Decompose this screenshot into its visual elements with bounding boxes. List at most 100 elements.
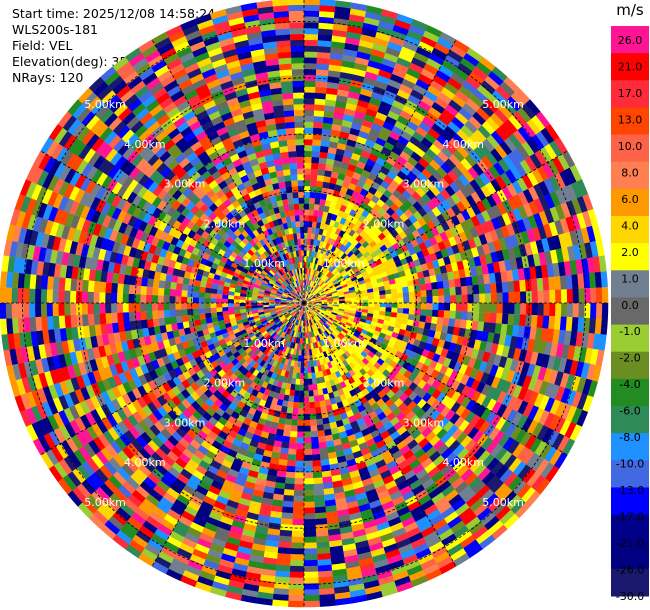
ppi-cell bbox=[475, 330, 484, 341]
ppi-cell bbox=[310, 238, 315, 246]
ppi-cell bbox=[325, 290, 332, 295]
ppi-cell bbox=[317, 39, 332, 48]
ppi-cell bbox=[304, 139, 313, 146]
ppi-cell bbox=[402, 145, 415, 157]
ppi-cell bbox=[505, 223, 516, 237]
ppi-cell bbox=[484, 283, 492, 294]
ppi-cell bbox=[324, 99, 337, 107]
ppi-cell bbox=[530, 314, 538, 328]
ppi-cell bbox=[340, 252, 348, 260]
ppi-cell bbox=[511, 180, 524, 195]
ppi-cell bbox=[334, 271, 341, 278]
ppi-cell bbox=[111, 282, 118, 294]
ppi-cell bbox=[340, 185, 349, 194]
ppi-cell bbox=[401, 189, 412, 200]
ppi-cell bbox=[407, 260, 416, 269]
ppi-cell bbox=[437, 150, 449, 163]
ppi-cell bbox=[310, 288, 315, 294]
ppi-cell bbox=[394, 62, 409, 74]
ppi-cell bbox=[318, 28, 333, 36]
ppi-cell bbox=[495, 344, 505, 357]
ppi-cell bbox=[282, 500, 294, 508]
ppi-cell bbox=[349, 310, 357, 315]
ppi-cell bbox=[385, 155, 397, 166]
ppi-cell bbox=[304, 215, 309, 222]
ppi-cell bbox=[327, 282, 334, 288]
ppi-cell bbox=[422, 213, 432, 224]
ppi-cell bbox=[444, 104, 459, 117]
ppi-cell bbox=[524, 156, 538, 172]
ppi-cell bbox=[409, 297, 416, 304]
ppi-cell bbox=[303, 425, 311, 432]
ppi-cell bbox=[475, 212, 486, 225]
ppi-cell bbox=[339, 300, 346, 304]
ppi-cell bbox=[336, 241, 343, 250]
ppi-cell bbox=[292, 407, 299, 415]
ppi-cell bbox=[421, 223, 431, 233]
ppi-cell bbox=[335, 100, 347, 109]
ppi-cell bbox=[490, 292, 498, 304]
ppi-cell bbox=[329, 219, 336, 227]
ppi-cell bbox=[318, 259, 324, 266]
ppi-cell bbox=[440, 188, 451, 200]
ppi-cell bbox=[438, 303, 445, 311]
ppi-cell bbox=[342, 239, 349, 247]
ppi-cell bbox=[571, 181, 583, 199]
ppi-cell bbox=[311, 250, 316, 258]
ppi-cell bbox=[320, 308, 327, 312]
ppi-cell bbox=[353, 281, 360, 287]
ppi-cell bbox=[558, 357, 568, 373]
ppi-cell bbox=[331, 290, 338, 294]
ppi-cell bbox=[157, 310, 165, 319]
ppi-cell bbox=[403, 175, 414, 186]
ppi-cell bbox=[304, 33, 319, 41]
ppi-cell bbox=[410, 89, 425, 101]
ppi-cell bbox=[377, 171, 388, 181]
ppi-cell bbox=[403, 125, 416, 137]
ppi-cell bbox=[331, 213, 338, 222]
ppi-cell bbox=[355, 227, 364, 235]
ppi-cell bbox=[186, 302, 194, 310]
ppi-cell bbox=[192, 291, 200, 298]
ppi-cell bbox=[532, 339, 542, 354]
ppi-cell bbox=[344, 305, 351, 308]
ppi-cell bbox=[515, 336, 524, 350]
ppi-cell bbox=[387, 41, 403, 52]
ppi-cell bbox=[450, 262, 459, 272]
ppi-cell bbox=[322, 261, 328, 268]
ppi-cell bbox=[317, 246, 323, 253]
ppi-cell bbox=[360, 258, 369, 265]
ppi-cell bbox=[431, 196, 442, 207]
ppi-cell bbox=[315, 270, 321, 277]
ppi-cell bbox=[367, 306, 375, 311]
ppi-cell bbox=[303, 460, 313, 467]
ppi-cell bbox=[516, 177, 529, 192]
ppi-cell bbox=[104, 302, 112, 314]
ppi-cell bbox=[300, 367, 304, 374]
ppi-cell bbox=[341, 60, 356, 69]
ppi-cell bbox=[392, 24, 409, 36]
ppi-cell bbox=[576, 212, 587, 229]
ppi-cell bbox=[309, 299, 316, 302]
ppi-cell bbox=[307, 292, 312, 299]
ppi-cell bbox=[40, 289, 48, 303]
ppi-cell bbox=[314, 494, 325, 502]
ppi-cell bbox=[426, 57, 442, 71]
ppi-cell bbox=[310, 174, 318, 181]
ppi-cell bbox=[499, 122, 514, 138]
ppi-cell bbox=[548, 175, 561, 192]
ppi-cell bbox=[576, 179, 589, 197]
ppi-cell bbox=[340, 281, 348, 287]
ppi-cell bbox=[431, 216, 441, 228]
ppi-cell bbox=[373, 162, 384, 172]
ppi-cell bbox=[361, 292, 369, 297]
ppi-cell bbox=[319, 0, 336, 7]
ppi-cell bbox=[379, 298, 387, 304]
ppi-cell bbox=[479, 340, 488, 352]
ppi-cell bbox=[575, 228, 585, 245]
ppi-cell bbox=[318, 204, 325, 212]
ppi-cell bbox=[327, 304, 334, 307]
ppi-cell bbox=[288, 589, 304, 596]
ppi-cell bbox=[304, 279, 307, 286]
ppi-cell bbox=[306, 256, 309, 263]
